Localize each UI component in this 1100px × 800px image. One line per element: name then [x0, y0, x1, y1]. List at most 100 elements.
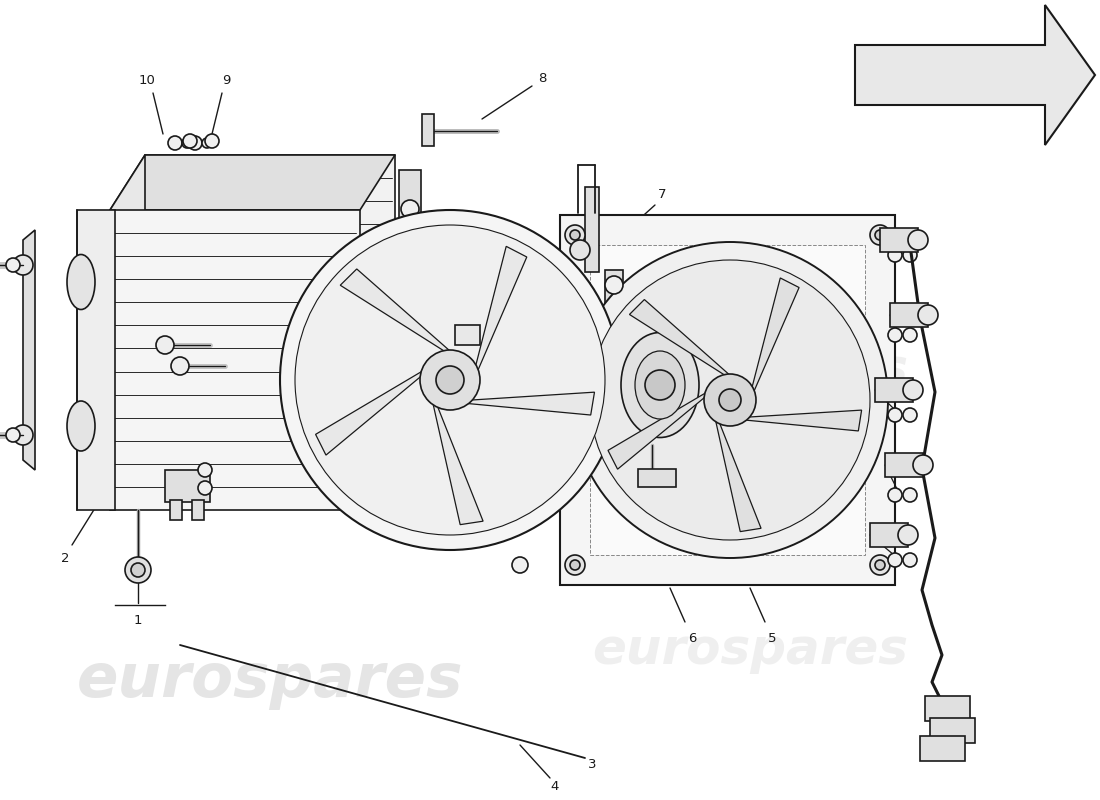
Bar [880, 228, 918, 252]
Circle shape [903, 553, 917, 567]
Circle shape [131, 563, 145, 577]
Polygon shape [316, 370, 424, 455]
Circle shape [198, 481, 212, 495]
Circle shape [183, 134, 197, 148]
Text: 10: 10 [139, 74, 155, 86]
Circle shape [13, 255, 33, 275]
Bar [455, 325, 480, 345]
Circle shape [903, 380, 923, 400]
Bar [920, 736, 965, 761]
Text: eurospares: eurospares [592, 346, 908, 394]
Polygon shape [855, 5, 1094, 145]
Circle shape [295, 225, 605, 535]
Circle shape [888, 553, 902, 567]
Circle shape [903, 328, 917, 342]
Text: 8: 8 [538, 73, 547, 86]
Circle shape [182, 138, 192, 148]
Circle shape [605, 276, 623, 294]
Text: eurospares: eurospares [592, 626, 908, 674]
Circle shape [402, 200, 419, 218]
Text: 6: 6 [688, 631, 696, 645]
Circle shape [512, 557, 528, 573]
Circle shape [436, 366, 464, 394]
Circle shape [156, 336, 174, 354]
Circle shape [13, 425, 33, 445]
Polygon shape [715, 419, 761, 532]
Bar [605, 270, 623, 465]
Text: 3: 3 [587, 758, 596, 771]
Circle shape [918, 305, 938, 325]
Polygon shape [432, 402, 483, 525]
Text: 7: 7 [658, 189, 667, 202]
Circle shape [645, 370, 675, 400]
Text: 9: 9 [222, 74, 230, 86]
Bar [874, 378, 913, 402]
Polygon shape [465, 392, 594, 415]
Circle shape [402, 308, 419, 326]
Polygon shape [560, 215, 895, 585]
Circle shape [6, 258, 20, 272]
Bar [925, 696, 970, 721]
Polygon shape [23, 230, 35, 470]
Text: eurospares: eurospares [77, 321, 463, 379]
Circle shape [605, 434, 623, 452]
Circle shape [188, 136, 202, 150]
Circle shape [888, 328, 902, 342]
Circle shape [565, 555, 585, 575]
Bar [422, 114, 435, 146]
Polygon shape [110, 210, 360, 510]
Circle shape [198, 463, 212, 477]
Circle shape [590, 260, 870, 540]
Circle shape [903, 248, 917, 262]
Polygon shape [77, 210, 116, 510]
Circle shape [870, 225, 890, 245]
Circle shape [908, 230, 928, 250]
Bar [170, 500, 182, 520]
Bar [585, 187, 600, 272]
Ellipse shape [635, 351, 685, 419]
Circle shape [205, 134, 219, 148]
Polygon shape [751, 278, 799, 394]
Bar [192, 500, 204, 520]
Circle shape [903, 408, 917, 422]
Polygon shape [110, 155, 395, 210]
Circle shape [572, 242, 888, 558]
Circle shape [888, 248, 902, 262]
Circle shape [170, 357, 189, 375]
Circle shape [570, 230, 580, 240]
Ellipse shape [621, 333, 698, 438]
Circle shape [870, 555, 890, 575]
Text: 4: 4 [551, 779, 559, 793]
Text: eurospares: eurospares [77, 650, 463, 710]
Text: 1: 1 [134, 614, 142, 626]
Circle shape [168, 136, 182, 150]
Circle shape [125, 557, 151, 583]
Polygon shape [340, 269, 451, 352]
Bar [930, 718, 975, 743]
Polygon shape [608, 392, 707, 469]
Bar [638, 469, 676, 487]
Polygon shape [145, 155, 395, 455]
Polygon shape [744, 410, 861, 431]
Ellipse shape [67, 254, 95, 310]
Polygon shape [629, 299, 730, 376]
Circle shape [888, 408, 902, 422]
Circle shape [570, 560, 580, 570]
Bar [165, 470, 210, 502]
Circle shape [6, 428, 20, 442]
Circle shape [565, 225, 585, 245]
Bar [890, 303, 928, 327]
Circle shape [874, 230, 886, 240]
Bar [399, 170, 421, 335]
Ellipse shape [67, 401, 95, 451]
Circle shape [903, 488, 917, 502]
Circle shape [280, 210, 620, 550]
Bar [886, 453, 923, 477]
Circle shape [888, 488, 902, 502]
Circle shape [704, 374, 756, 426]
Circle shape [898, 525, 918, 545]
Ellipse shape [603, 333, 681, 438]
Bar [870, 523, 907, 547]
Polygon shape [110, 155, 145, 510]
Text: 2: 2 [60, 551, 69, 565]
